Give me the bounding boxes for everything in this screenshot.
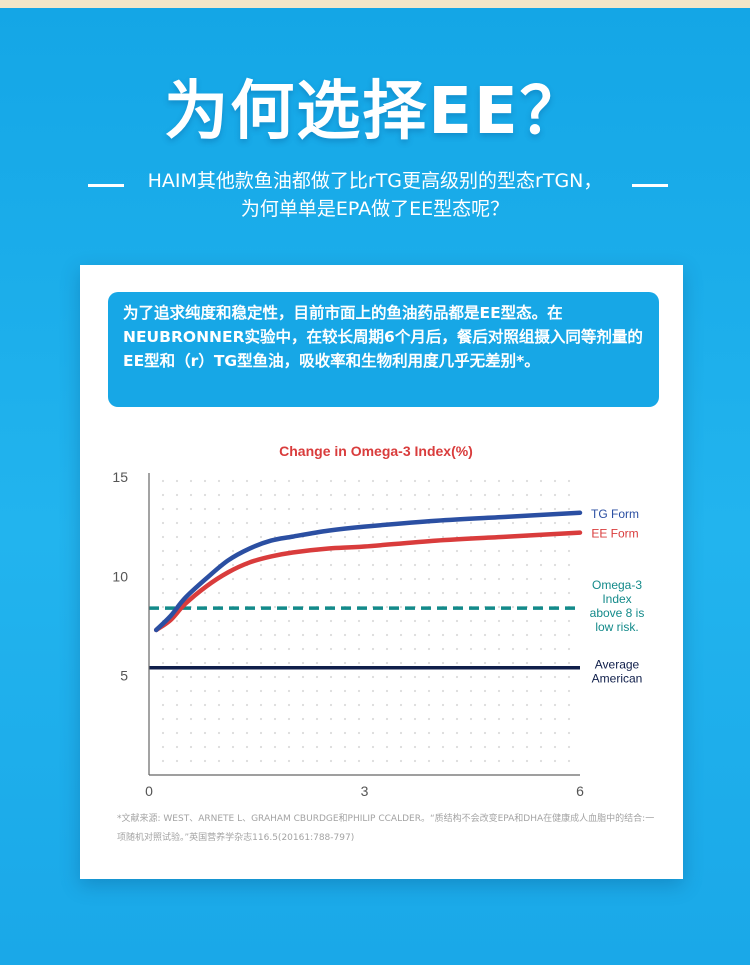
reference-footnote: *文献来源: WEST、ARNETE L、GRAHAM CBURDGE和PHIL… (117, 814, 655, 843)
tg-form-label: TG Form (591, 507, 639, 521)
x-tick-label: 0 (145, 783, 153, 799)
omega3-line-chart: Change in Omega-3 Index(%) 5 10 15 0 3 6 Omeg… (112, 443, 645, 799)
y-tick-label: 10 (112, 568, 128, 584)
x-tick-label: 3 (361, 783, 369, 799)
chart-title: Change in Omega-3 Index(%) (279, 443, 473, 459)
tg-form-line (153, 510, 583, 633)
callout-text: 为了追求纯度和稳定性，目前市面上的鱼油药品都是EE型态。在NEUBRONNER实… (123, 304, 643, 370)
subtitle-line-2: 为何单单是EPA做了EE型态呢？ (240, 198, 510, 220)
info-callout: 为了追求纯度和稳定性，目前市面上的鱼油药品都是EE型态。在NEUBRONNER实… (108, 292, 659, 407)
content-card: 为了追求纯度和稳定性，目前市面上的鱼油药品都是EE型态。在NEUBRONNER实… (80, 265, 683, 879)
subtitle-rule-right (632, 184, 668, 187)
series-lines (153, 510, 583, 633)
axes: 5 10 15 0 3 6 (112, 469, 584, 799)
reference-lines (149, 606, 580, 670)
ee-form-label: EE Form (591, 527, 638, 541)
subtitle-rule-left (88, 184, 124, 187)
ee-form-line (153, 530, 583, 633)
page-title: 为何选择EE？ (164, 75, 586, 149)
y-tick-label: 15 (112, 469, 128, 485)
chart-labels: Omega-3 Index above 8 is low risk. Average Am… (590, 507, 645, 686)
top-decor-strip (0, 0, 750, 8)
average-american-label: Average American (592, 658, 643, 686)
grid-dots (161, 479, 571, 763)
omega3-threshold-label: Omega-3 Index above 8 is low risk. (590, 578, 645, 634)
y-tick-label: 5 (120, 668, 128, 684)
x-tick-label: 6 (576, 783, 584, 799)
subtitle-line-1: HAIM其他款鱼油都做了比rTG更高级别的型态rTGN， (147, 170, 603, 192)
